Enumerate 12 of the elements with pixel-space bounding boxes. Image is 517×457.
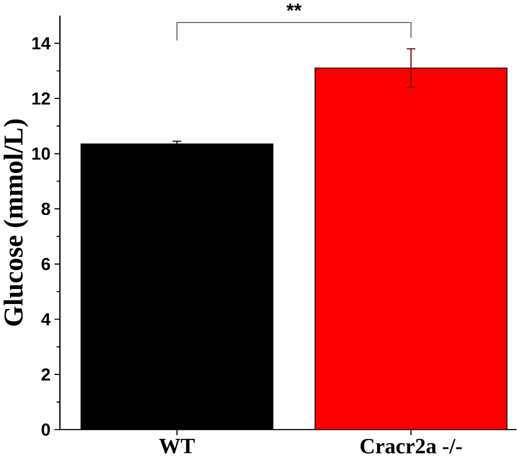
y-tick-label: 4 [41, 313, 51, 326]
text: ** [286, 4, 302, 11]
y-tick-label: 6 [42, 258, 50, 270]
y-tick-label: 2 [42, 368, 50, 380]
y-axis-title: Glucose (mmol/L) [4, 119, 28, 326]
x-tick-label: WT [159, 438, 195, 454]
y-tick-label: 12 [32, 92, 50, 104]
y-tick-label: 14 [32, 37, 51, 50]
x-tick-label: Cracr2a -/- [360, 438, 462, 454]
y-tick-label: 8 [42, 202, 50, 215]
y-tick-label: 0 [42, 423, 50, 436]
y-tick-label: 10 [32, 147, 50, 160]
